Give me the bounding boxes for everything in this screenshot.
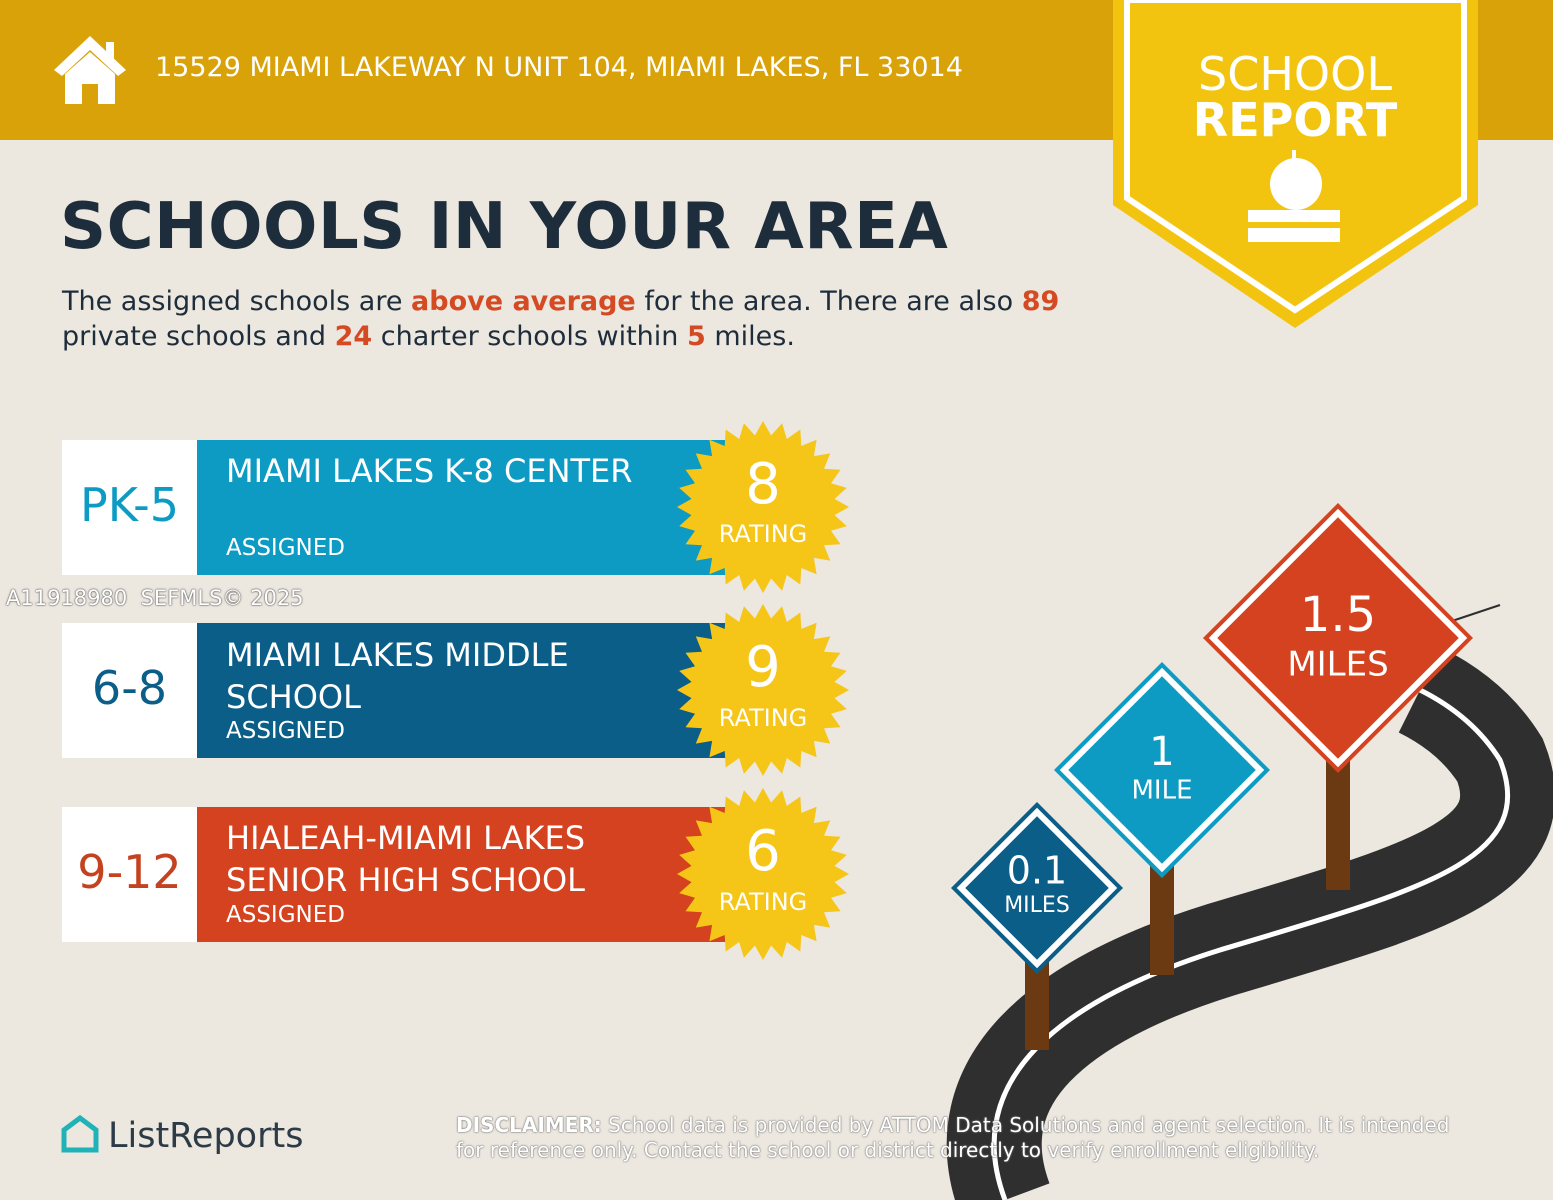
sign-unit: MILES: [1004, 893, 1070, 918]
summary-number: 24: [334, 321, 373, 352]
sign-distance: 1: [1149, 729, 1174, 775]
apple-book-icon: [1248, 150, 1340, 242]
school-name: MIAMI LAKES MIDDLE SCHOOL: [226, 636, 569, 716]
rating-value: 6: [745, 819, 781, 884]
school-grades: 9-12: [77, 845, 182, 899]
school-grades: PK-5: [80, 478, 179, 532]
school-status: ASSIGNED: [226, 902, 345, 928]
summary-number: 89: [1021, 286, 1060, 317]
rating-label: RATING: [718, 520, 808, 548]
logo-icon: [61, 1114, 99, 1153]
sunburst: [677, 788, 849, 960]
rating-label: RATING: [718, 888, 808, 916]
summary-text: miles.: [705, 321, 795, 352]
grade-box: [62, 807, 197, 942]
page-title: SCHOOLS IN YOUR AREA: [60, 190, 949, 264]
sign-unit: MILE: [1131, 776, 1192, 806]
rating-value: 9: [745, 635, 781, 700]
rating-label: RATING: [718, 704, 808, 732]
summary-text: The assigned schools are: [62, 286, 412, 317]
home-icon: [54, 36, 126, 104]
school-bar: [197, 440, 727, 575]
summary-text: for the area. There are also: [635, 286, 1022, 317]
grade-box: [62, 623, 197, 758]
badge-line2: REPORT: [1193, 93, 1398, 147]
school-status: ASSIGNED: [226, 535, 345, 561]
rating-value: 8: [745, 452, 781, 517]
school-bar: [197, 807, 727, 942]
school-name: MIAMI LAKES K-8 CENTER: [226, 452, 633, 490]
logo-text: ListReports: [108, 1116, 304, 1156]
grade-box: [62, 440, 197, 575]
summary: The assigned schools are above average f…: [62, 284, 1072, 354]
school-grades: 6-8: [91, 661, 168, 715]
sunburst: [677, 421, 849, 593]
sign-face: [956, 807, 1118, 969]
disclaimer-label: DISCLAIMER:: [456, 1113, 602, 1137]
sign-face: [1059, 667, 1265, 873]
sunburst: [677, 604, 849, 776]
sign-distance: 1.5: [1300, 587, 1376, 643]
sign-distance: 0.1: [1007, 849, 1067, 893]
summary-text: charter schools within: [372, 321, 687, 352]
sign-unit: MILES: [1287, 644, 1388, 684]
address: 15529 MIAMI LAKEWAY N UNIT 104, MIAMI LA…: [155, 52, 963, 83]
school-bar: [197, 623, 727, 758]
disclaimer-text: School data is provided by ATTOM Data So…: [456, 1113, 1450, 1162]
watermark: A11918980 SEFMLS© 2025: [6, 586, 304, 610]
sign-face: [1208, 508, 1468, 768]
summary-text: private schools and: [62, 321, 335, 352]
rating-badges: [677, 421, 849, 960]
summary-number: 5: [686, 321, 706, 352]
badge-outline: [1124, 0, 1467, 314]
badge-line1: SCHOOL: [1198, 47, 1392, 101]
school-status: ASSIGNED: [226, 718, 345, 744]
school-name: HIALEAH-MIAMI LAKES SENIOR HIGH SCHOOL: [226, 819, 586, 899]
disclaimer: DISCLAIMER: School data is provided by A…: [456, 1113, 1476, 1163]
summary-highlight: above average: [411, 286, 636, 317]
